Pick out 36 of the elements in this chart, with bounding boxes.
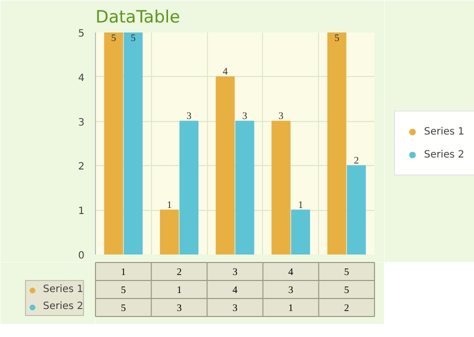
x-tick-label: 2 bbox=[176, 267, 182, 278]
x-tick-label: 1 bbox=[120, 267, 126, 278]
category-label: 5 bbox=[111, 32, 116, 44]
category-label: 5 bbox=[334, 32, 340, 44]
category-label: 2 bbox=[354, 155, 359, 166]
category-label: 3 bbox=[278, 111, 284, 122]
legend-label: Series 2 bbox=[424, 149, 464, 160]
y-tick-label: 0 bbox=[78, 250, 85, 262]
y-tick-label: 1 bbox=[78, 206, 85, 218]
text: Series 1 bbox=[424, 126, 464, 137]
data-label: 1 bbox=[288, 303, 294, 314]
category-label: 1 bbox=[298, 200, 304, 211]
data-label: 3 bbox=[232, 303, 238, 314]
data-label: 1 bbox=[176, 285, 182, 296]
data-label: 3 bbox=[288, 285, 294, 296]
category-label: 5 bbox=[130, 32, 136, 44]
data-label: 5 bbox=[120, 285, 126, 296]
category-label: 3 bbox=[186, 111, 192, 122]
data-label: 3 bbox=[176, 303, 182, 314]
y-tick-label: 3 bbox=[78, 117, 85, 128]
y-tick-label: 5 bbox=[78, 28, 85, 40]
x-tick-label: 3 bbox=[232, 267, 238, 278]
data-label: 4 bbox=[232, 285, 238, 296]
y-tick-label: 4 bbox=[78, 72, 85, 84]
chart-title: DataTable bbox=[96, 8, 180, 28]
data-label: 5 bbox=[344, 285, 350, 296]
x-tick-label: 4 bbox=[288, 267, 294, 278]
data-label: 5 bbox=[120, 303, 126, 314]
category-label: 3 bbox=[242, 111, 248, 122]
category-label: 4 bbox=[222, 66, 228, 78]
x-tick-label: 5 bbox=[344, 267, 350, 278]
category-label: 1 bbox=[166, 200, 172, 211]
y-tick-label: 2 bbox=[78, 162, 85, 173]
data-label: 2 bbox=[344, 303, 350, 314]
text: Series 2 bbox=[43, 301, 84, 312]
legend-label: Series 1 bbox=[43, 283, 84, 297]
